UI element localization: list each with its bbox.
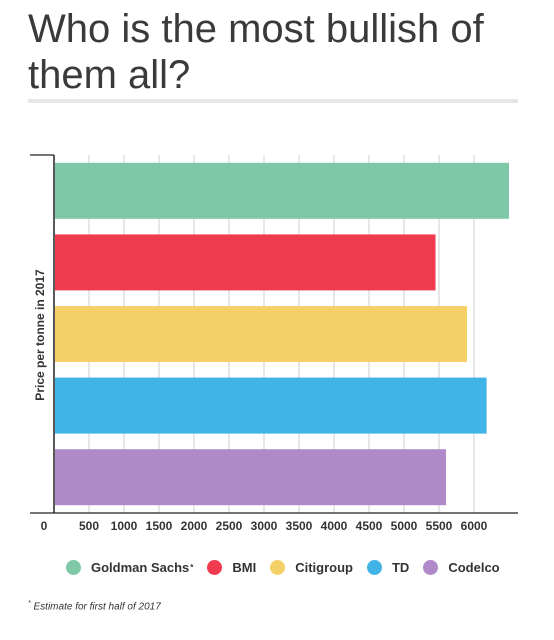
bar-bmi [55, 234, 436, 291]
x-tick-label: 1500 [146, 519, 173, 533]
x-tick-label: 4000 [321, 519, 348, 533]
legend-swatch [207, 560, 223, 575]
y-axis-label: Price per tonne in 2017 [33, 269, 47, 401]
legend-swatch [366, 560, 382, 575]
legend-label: Citigroup [295, 560, 353, 575]
legend-item: BMI [207, 560, 256, 575]
footnote-marker: * [28, 600, 31, 607]
legend-item: Goldman Sachs * [66, 560, 193, 575]
x-tick-label: 2000 [181, 519, 208, 533]
chart-title: Who is the most bullish of them all? [28, 7, 484, 97]
x-tick-label: 6000 [461, 519, 488, 533]
legend-footnote-marker: * [190, 563, 194, 572]
legend-item: Citigroup [270, 560, 353, 575]
x-tick-label: 5500 [426, 519, 453, 533]
bar-goldman-sachs [55, 162, 509, 219]
x-tick-label: 2500 [216, 519, 243, 533]
bar-codelco [55, 449, 446, 506]
x-tick-label: 500 [79, 519, 99, 533]
x-tick-label: 1000 [111, 519, 138, 533]
bar-citigroup [55, 306, 467, 362]
legend-item: TD [366, 560, 410, 575]
legend-label: Goldman Sachs [91, 560, 190, 575]
x-tick-label: 3000 [251, 519, 278, 533]
legend-swatch [270, 560, 286, 575]
footnote: * Estimate for first half of 2017 [28, 600, 161, 612]
title-divider [28, 99, 518, 103]
axes [30, 154, 518, 514]
bar-td [55, 377, 487, 434]
legend-swatch [66, 560, 81, 575]
legend-label: TD [391, 560, 410, 575]
x-tick-label: 0 [41, 519, 48, 533]
footnote-text: Estimate for first half of 2017 [33, 601, 161, 613]
x-tick-label: 3500 [286, 519, 313, 533]
legend-label: BMI [232, 560, 257, 575]
legend-label: Codelco [448, 560, 500, 575]
legend-swatch [423, 560, 439, 575]
x-tick-label: 5000 [391, 519, 418, 533]
legend-item: Codelco [423, 560, 500, 575]
legend: Goldman Sachs * BMI Citigroup TD Codelco [66, 560, 514, 575]
x-tick-label: 4500 [356, 519, 383, 533]
x-tick-labels: 0 500 1000 1500 2000 2500 3000 3500 4000 4500 5000… [41, 519, 488, 533]
bars [55, 162, 509, 506]
